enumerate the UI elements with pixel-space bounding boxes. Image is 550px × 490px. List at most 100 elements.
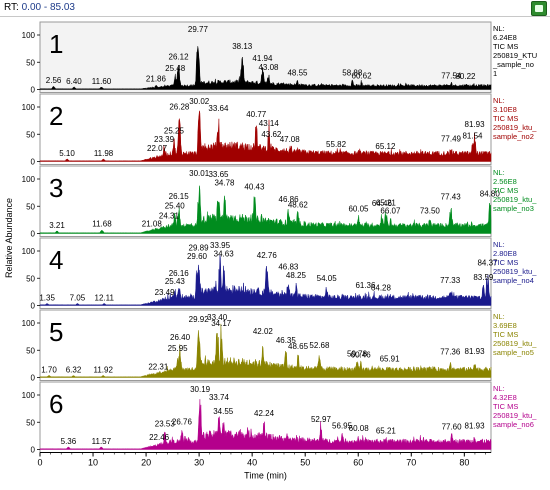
series-trace	[39, 399, 492, 450]
peak-label: 11.60	[92, 77, 112, 86]
panel-info: 1	[493, 69, 497, 78]
peak-label: 30.19	[190, 385, 211, 394]
x-tick-label: 50	[300, 458, 310, 468]
peak-label: 34.78	[214, 178, 235, 187]
panel-info: sample_no5	[493, 348, 534, 357]
peak-label: 6.40	[66, 77, 82, 86]
peak-label: 77.49	[441, 135, 462, 144]
peak-label: 55.82	[326, 140, 347, 149]
peak-label: 25.25	[164, 126, 185, 135]
peak-label: 34.17	[211, 319, 232, 328]
peak-label: 23.49	[155, 288, 176, 297]
rt-range: 0.00 - 85.03	[21, 2, 75, 13]
peak-label: 33.40	[207, 313, 228, 322]
x-tick-label: 80	[459, 458, 469, 468]
series-trace	[39, 323, 492, 378]
peak-label: 29.89	[189, 244, 210, 253]
peak-label: 48.25	[286, 271, 307, 280]
peak-label: 77.54	[441, 71, 462, 80]
peak-label: 26.76	[172, 418, 193, 427]
peak-label: 29.92	[189, 315, 210, 324]
peak-label: 30.01	[189, 169, 210, 178]
x-tick-label: 40	[247, 458, 257, 468]
peak-label: 6.32	[66, 365, 82, 374]
panel-info: sample_no2	[493, 132, 534, 141]
peak-label: 34.55	[213, 407, 234, 416]
peak-label: 77.33	[440, 276, 461, 285]
y-tick-label: 50	[26, 58, 35, 67]
panel-info: TIC MS	[493, 330, 518, 339]
peak-label: 54.05	[317, 274, 338, 283]
peak-label: 46.35	[276, 336, 297, 345]
peak-label: 65.21	[376, 426, 397, 435]
panel-number: 3	[49, 173, 63, 203]
y-tick-label: 100	[22, 319, 36, 328]
y-tick-label: 0	[31, 86, 36, 95]
peak-label: 5.36	[61, 437, 77, 446]
peak-label: 60.62	[352, 71, 373, 80]
panel-info: 6.24E8	[493, 33, 517, 42]
peak-label: 59.78	[347, 350, 368, 359]
peak-label: 73.50	[420, 207, 441, 216]
panel-info: NL:	[493, 24, 505, 33]
peak-label: 43.14	[259, 119, 280, 128]
peak-label: 64.28	[371, 284, 392, 293]
peak-label: 42.76	[257, 251, 278, 260]
rt-header: RT: 0.00 - 85.03	[0, 0, 550, 17]
peak-label: 12.11	[95, 293, 115, 302]
peak-label: 33.74	[209, 393, 230, 402]
y-tick-label: 0	[31, 302, 36, 311]
peak-label: 21.86	[146, 75, 167, 84]
y-tick-label: 50	[26, 346, 35, 355]
peak-label: 66.07	[380, 207, 401, 216]
peak-label: 22.07	[147, 144, 168, 153]
panel-number: 4	[49, 245, 63, 275]
panel-info: 250819_ktu_	[493, 339, 537, 348]
peak-label: 29.77	[188, 25, 209, 34]
peak-label: 56.95	[332, 422, 353, 431]
peak-label: 46.86	[279, 195, 300, 204]
peak-label: 25.95	[168, 344, 189, 353]
peak-label: 2.56	[46, 76, 62, 85]
rt-label: RT:	[4, 2, 19, 13]
peak-label: 26.12	[169, 52, 190, 61]
y-tick-label: 0	[31, 158, 36, 167]
peak-label: 43.08	[258, 63, 279, 72]
peak-label: 81.93	[465, 347, 486, 356]
peak-label: 65.21	[376, 198, 397, 207]
peak-label: 60.05	[348, 204, 369, 213]
peak-label: 25.40	[165, 202, 186, 211]
y-tick-label: 50	[26, 130, 35, 139]
panel-info: NL:	[493, 384, 505, 393]
panel-info: NL:	[493, 312, 505, 321]
peak-label: 33.95	[210, 241, 231, 250]
y-tick-label: 100	[22, 175, 36, 184]
peak-label: 42.02	[253, 327, 274, 336]
peak-label: 22.46	[149, 433, 170, 442]
panel-number: 6	[49, 389, 63, 419]
chromatogram-chart: 1 2.56 6.40 11.60 21.86 25.48 26.12 29.77 38.13 4…	[4, 21, 537, 481]
peak-label: 84.37	[477, 258, 498, 267]
panel-number: 2	[49, 101, 63, 131]
peak-label: 48.62	[288, 201, 309, 210]
panel-info: 250819_ktu_	[493, 123, 537, 132]
panel-info: NL:	[493, 96, 505, 105]
peak-label: 11.68	[92, 220, 112, 229]
series-trace	[39, 255, 492, 306]
peak-label: 77.60	[442, 423, 463, 432]
series-trace	[39, 185, 492, 234]
x-axis-title: Time (min)	[244, 471, 287, 481]
panel-info: _sample_no	[492, 60, 534, 69]
panel-info: 250819_KTU	[493, 51, 537, 60]
peak-label: 40.43	[244, 183, 265, 192]
export-button[interactable]	[531, 1, 547, 16]
peak-label: 25.48	[165, 64, 186, 73]
peak-label: 48.65	[288, 342, 309, 351]
panel-info: 3.10E8	[493, 105, 517, 114]
peak-label: 26.40	[170, 333, 191, 342]
panel-info: TIC MS	[493, 402, 518, 411]
y-tick-label: 50	[26, 202, 35, 211]
y-tick-label: 50	[26, 274, 35, 283]
peak-label: 26.15	[169, 192, 190, 201]
peak-label: 23.39	[154, 135, 175, 144]
